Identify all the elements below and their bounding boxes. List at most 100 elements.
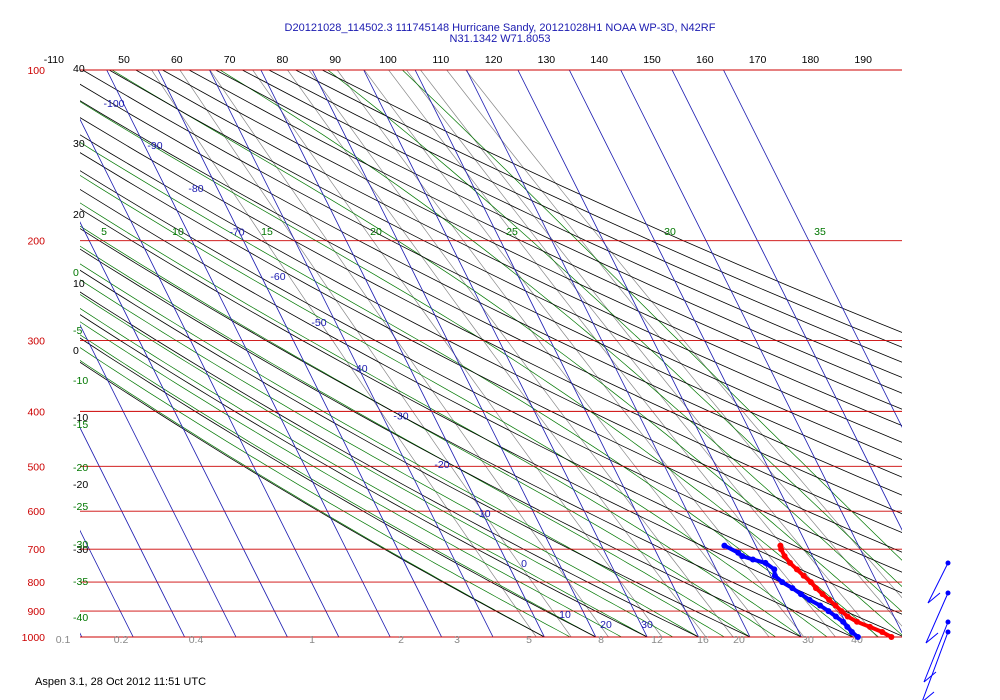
dry-adiabat-left-label: 40 xyxy=(73,63,85,75)
dry-adiabat-line xyxy=(80,291,699,637)
moist-adiabat-left-label: -40 xyxy=(73,612,88,624)
moist-adiabat-line xyxy=(80,321,622,637)
dewpoint-point xyxy=(840,618,847,625)
mixing-ratio-bottom-label: 5 xyxy=(526,634,532,646)
dewpoint-point xyxy=(739,553,746,560)
mixing-ratio-line xyxy=(336,70,770,637)
temperature-point xyxy=(844,613,851,620)
mixing-ratio-line xyxy=(179,70,572,637)
chart-title-line1: D20121028_114502.3 111745148 Hurricane S… xyxy=(284,22,716,34)
temperature-point xyxy=(787,559,793,566)
mixing-ratio-bottom-label: 16 xyxy=(697,634,709,646)
isotherm-line xyxy=(80,529,134,637)
dry-adiabat-left-label: -30 xyxy=(73,544,88,556)
isotherm-line xyxy=(620,70,902,634)
moist-adiabat-line xyxy=(80,334,596,637)
temperature-point xyxy=(838,608,845,615)
wind-barb-point xyxy=(945,619,951,625)
wind-barbs xyxy=(922,560,951,700)
isotherm-line xyxy=(517,70,802,637)
temperature-point xyxy=(819,591,826,598)
dewpoint-point xyxy=(848,629,855,635)
temperature-point xyxy=(807,579,814,586)
mixing-ratio-bottom-label: 3 xyxy=(454,634,460,646)
moist-adiabat-top-label: 15 xyxy=(261,226,273,238)
moist-adiabat-line xyxy=(327,70,902,587)
moist-adiabat-left-label: -15 xyxy=(73,419,88,431)
moist-adiabat-line xyxy=(402,70,902,561)
theta-top-label: 130 xyxy=(538,54,556,66)
isotherm-line xyxy=(209,70,494,637)
mixing-ratio-line xyxy=(308,70,734,637)
moist-adiabat-left-label: 0 xyxy=(73,267,79,279)
moist-adiabat-left-label: -30 xyxy=(73,539,88,551)
mixing-ratio-bottom-label: 40 xyxy=(851,634,863,646)
mixing-ratio-line xyxy=(209,70,609,637)
isotherm-line xyxy=(723,70,902,428)
dry-adiabat-line xyxy=(80,100,902,515)
wind-barb-point xyxy=(945,629,951,635)
temperature-point xyxy=(813,585,819,592)
dewpoint-point xyxy=(735,549,742,556)
dewpoint-point xyxy=(779,579,786,586)
wind-barb-point xyxy=(945,590,951,596)
moist-adiabat-line xyxy=(80,360,545,637)
dry-adiabat-left-label: 0 xyxy=(73,345,79,357)
moist-adiabat-left-label: -10 xyxy=(73,375,88,387)
isotherm-line xyxy=(80,118,340,637)
dewpoint-point xyxy=(832,613,839,620)
isotherm-line xyxy=(671,70,902,531)
wind-barb-point xyxy=(945,560,951,566)
dry-adiabat-line xyxy=(80,134,902,553)
moist-adiabat-left-label: -35 xyxy=(73,576,88,588)
theta-top-label: 50 xyxy=(118,54,130,66)
moist-adiabat-line xyxy=(80,141,854,637)
dewpoint-point xyxy=(771,572,778,579)
mixing-ratio-line xyxy=(252,70,663,637)
moist-adiabat-line xyxy=(80,202,802,637)
moist-adiabat-top-label: 10 xyxy=(172,226,184,238)
theta-top-label: 60 xyxy=(171,54,183,66)
dry-adiabat-left-label: 10 xyxy=(73,278,85,290)
moist-adiabat-line xyxy=(80,263,725,637)
moist-adiabat-left-label: -25 xyxy=(73,501,88,513)
dry-adiabat-line xyxy=(80,361,545,637)
isotherm-line xyxy=(260,70,545,637)
wind-barb-flag xyxy=(923,691,935,700)
isotherm-label: 10 xyxy=(559,609,571,621)
moist-adiabat-top-label: 20 xyxy=(370,226,382,238)
mixing-ratio-line xyxy=(420,70,878,637)
footer-version: Aspen 3.1, 28 Oct 2012 11:51 UTC xyxy=(35,676,207,688)
wind-barb-shaft xyxy=(925,592,949,644)
wind-barb-flag xyxy=(927,592,941,604)
isotherm-label: 30 xyxy=(641,619,653,631)
dewpoint-point xyxy=(798,591,804,598)
dry-adiabat-line xyxy=(109,70,902,460)
moist-adiabat-top-label: 5 xyxy=(101,226,107,238)
isotherm-label: -60 xyxy=(270,271,285,283)
dry-adiabat-line xyxy=(135,70,902,443)
mixing-ratio-line xyxy=(287,70,707,637)
pressure-label: 500 xyxy=(27,461,45,473)
dewpoint-point xyxy=(749,556,756,563)
dry-adiabat-line xyxy=(80,248,802,637)
mixing-ratio-line xyxy=(465,70,902,599)
dewpoint-point xyxy=(825,608,832,615)
wind-barb-flag xyxy=(925,632,939,644)
dry-adiabat-line xyxy=(80,314,648,637)
moist-adiabat-left-label: -20 xyxy=(73,462,88,474)
dry-adiabat-line xyxy=(80,117,902,534)
dry-adiabat-line xyxy=(80,83,902,496)
mixing-ratio-bottom-label: 8 xyxy=(598,634,604,646)
temperature-point xyxy=(879,629,886,635)
isotherm-label: -20 xyxy=(434,459,449,471)
isotherm-label: -90 xyxy=(147,140,162,152)
moist-adiabat-line xyxy=(80,245,751,637)
temperature-point xyxy=(832,602,839,609)
isotherm-label: 20 xyxy=(600,619,612,631)
theta-top-label: 70 xyxy=(224,54,236,66)
isotherm-line xyxy=(80,426,185,637)
isotherm-label: 0 xyxy=(521,558,527,570)
dry-adiabat-line xyxy=(80,337,596,637)
